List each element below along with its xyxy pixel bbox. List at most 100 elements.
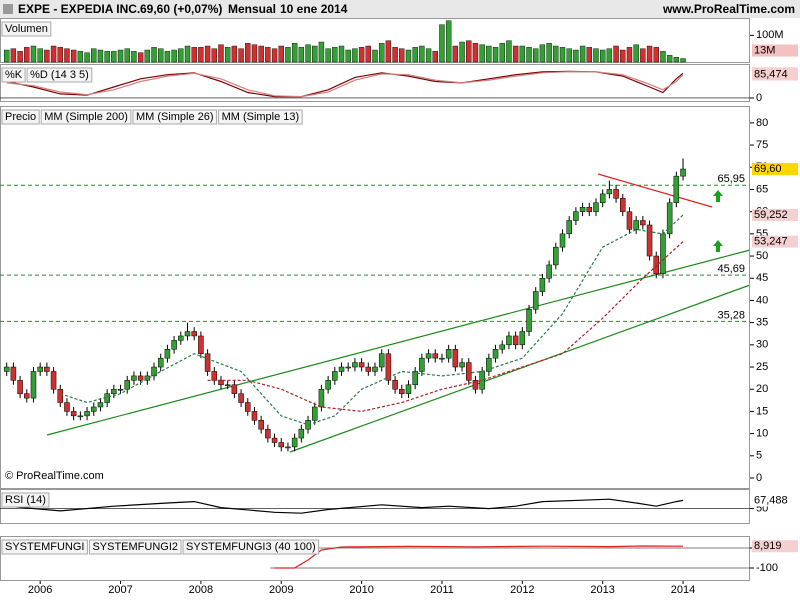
candle-body <box>472 380 479 390</box>
volume-bar <box>30 45 37 63</box>
legend-box <box>40 109 132 125</box>
candle-body <box>553 246 559 266</box>
candle-body <box>30 371 37 399</box>
volume-bar <box>352 48 358 63</box>
candle-body <box>191 331 197 337</box>
volume-bar <box>285 47 291 63</box>
volume-bar <box>646 45 653 63</box>
volume-bar <box>378 43 385 63</box>
volume-bar <box>439 24 445 63</box>
volume-bar <box>466 40 472 63</box>
candle-body <box>579 206 586 212</box>
volume-bar <box>452 45 459 63</box>
volume-bar <box>245 43 251 63</box>
volume-bar <box>17 51 23 63</box>
x-tick-label: 2013 <box>590 584 614 596</box>
value-tag <box>752 163 798 176</box>
candle-body <box>77 415 84 418</box>
panel <box>0 489 750 524</box>
volume-bar <box>258 45 264 63</box>
volume-bar <box>338 45 345 63</box>
y-tick-label: 40 <box>756 294 768 306</box>
volume-bar <box>358 47 365 63</box>
candle-body <box>586 206 593 212</box>
candle-body <box>358 362 365 368</box>
volume-bar <box>633 44 639 63</box>
volume-bar <box>620 49 626 63</box>
legend-box <box>88 539 182 555</box>
value-tag-label: 67,488 <box>754 494 788 506</box>
volume-bar <box>218 44 224 63</box>
y-tick-label: 5 <box>756 450 762 462</box>
candle-body <box>157 357 164 368</box>
series-line <box>274 545 684 569</box>
volume-bar <box>345 49 351 63</box>
candle-body <box>178 335 184 341</box>
candle-body <box>526 309 532 332</box>
candle-body <box>546 264 552 279</box>
candle-body <box>50 371 57 390</box>
volume-bar <box>419 45 425 63</box>
candle-body <box>224 384 231 387</box>
volume-bar <box>91 48 97 63</box>
y-tick-label: 25 <box>756 361 768 373</box>
volume-bar <box>579 45 586 63</box>
volume-bar <box>318 41 325 63</box>
volume-bar <box>50 45 57 63</box>
volume-bar <box>70 49 77 63</box>
volume-bar <box>399 48 405 63</box>
volume-bar <box>231 45 238 63</box>
value-tag-label: 8,919 <box>754 540 782 552</box>
volume-bar <box>3 49 10 63</box>
volume-bar <box>459 41 465 63</box>
candle-body <box>432 353 439 359</box>
candle-body <box>620 198 626 212</box>
volume-bar <box>24 47 30 63</box>
volume-bar <box>412 47 418 63</box>
candle-body <box>385 353 392 381</box>
candle-body <box>492 349 499 359</box>
candle-body <box>466 362 472 381</box>
volume-bar <box>64 48 70 63</box>
value-tag-label: 69,60 <box>754 163 782 175</box>
legend-box <box>218 109 303 125</box>
candle-body <box>680 168 686 177</box>
series-line <box>6 70 684 98</box>
site: www.ProRealTime.com <box>662 2 795 16</box>
volume-bar <box>533 48 539 63</box>
trendline <box>289 284 751 453</box>
value-tag <box>752 540 798 553</box>
y-tick-label: 100M <box>756 29 784 41</box>
candle-body <box>519 331 526 346</box>
volume-bar <box>312 45 318 63</box>
candle-body <box>452 349 459 368</box>
y-tick-label: 15 <box>756 405 768 417</box>
volume-bar <box>10 48 17 63</box>
volume-bar <box>77 51 84 63</box>
x-tick-label: 2007 <box>108 584 132 596</box>
value-tag <box>752 208 798 221</box>
y-tick-label: 35 <box>756 317 768 329</box>
candle-body <box>10 366 17 381</box>
value-tag-label: 53,247 <box>754 236 788 248</box>
candle-body <box>325 380 331 390</box>
candle-body <box>412 371 418 386</box>
y-tick-label: 45 <box>756 272 768 284</box>
candle-body <box>245 402 251 412</box>
candle-body <box>171 340 177 350</box>
x-tick-label: 2006 <box>28 584 52 596</box>
arrow-up <box>713 240 723 252</box>
volume-bar <box>392 47 398 63</box>
volume-bar <box>184 45 191 63</box>
candle-body <box>573 211 579 221</box>
candle-body <box>117 388 124 391</box>
legend-box <box>132 109 218 125</box>
volume-bar <box>332 47 338 63</box>
volume-bar <box>298 47 305 63</box>
volume-bar <box>653 47 659 63</box>
candle-body <box>626 211 633 230</box>
legend-label: %K <box>5 69 23 81</box>
candle-body <box>91 406 97 412</box>
arrow-up <box>713 190 723 202</box>
y-tick-label: 75 <box>756 139 768 151</box>
